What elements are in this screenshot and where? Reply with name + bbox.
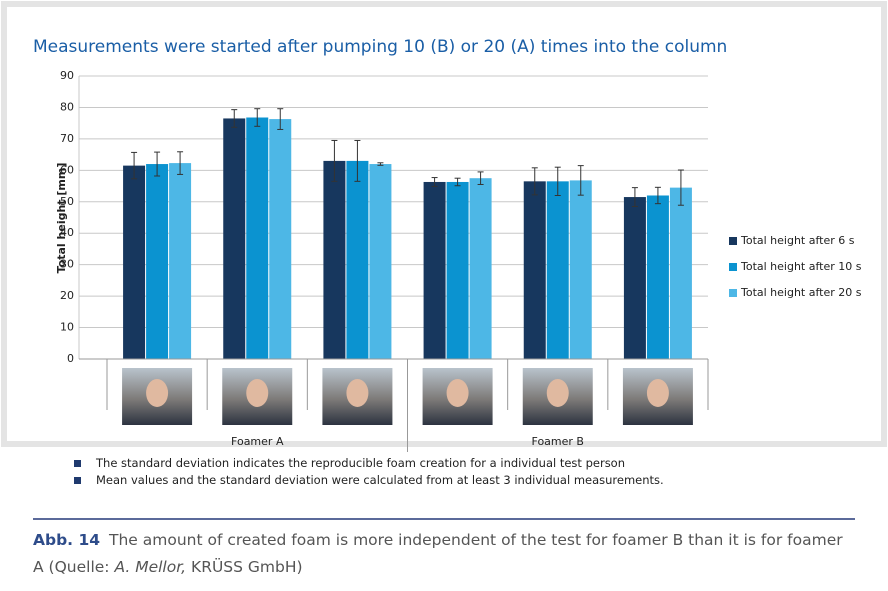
legend-swatch bbox=[729, 289, 737, 297]
y-tick-label: 60 bbox=[60, 163, 74, 176]
legend-swatch bbox=[729, 237, 737, 245]
bar bbox=[547, 181, 569, 359]
photo-face bbox=[647, 379, 669, 407]
note: The standard deviation indicates the rep… bbox=[96, 456, 625, 470]
bar bbox=[323, 161, 345, 359]
bar bbox=[369, 164, 391, 359]
photo-face bbox=[447, 379, 469, 407]
y-tick-label: 80 bbox=[60, 100, 74, 113]
bar bbox=[123, 166, 145, 359]
photo-face bbox=[246, 379, 268, 407]
note: Mean values and the standard deviation w… bbox=[96, 473, 664, 487]
bar bbox=[146, 164, 168, 359]
photo-face bbox=[146, 379, 168, 407]
y-tick-label: 30 bbox=[60, 258, 74, 271]
y-tick-label: 0 bbox=[67, 352, 74, 365]
photo-face bbox=[346, 379, 368, 407]
bar bbox=[447, 182, 469, 359]
caption-source: KRÜSS GmbH) bbox=[191, 558, 303, 576]
bar bbox=[424, 182, 446, 359]
bar bbox=[624, 197, 646, 359]
bar bbox=[570, 180, 592, 359]
legend-label: Total height after 6 s bbox=[740, 234, 855, 247]
photo-face bbox=[547, 379, 569, 407]
bar bbox=[223, 118, 245, 359]
legend-label: Total height after 20 s bbox=[740, 286, 862, 299]
chart: Measurements were started after pumping … bbox=[0, 0, 888, 591]
bar bbox=[647, 195, 669, 359]
y-tick-label: 20 bbox=[60, 289, 74, 302]
caption: Abb. 14 The amount of created foam is mo… bbox=[33, 527, 853, 581]
group-label: Foamer B bbox=[532, 435, 584, 448]
y-tick-label: 40 bbox=[60, 226, 74, 239]
chart-title: Measurements were started after pumping … bbox=[33, 37, 727, 57]
bar bbox=[269, 119, 291, 359]
y-tick-label: 10 bbox=[60, 321, 74, 334]
bar bbox=[670, 188, 692, 359]
page: Measurements were started after pumping … bbox=[0, 0, 888, 591]
group-label: Foamer A bbox=[231, 435, 284, 448]
bar bbox=[470, 178, 492, 359]
bar bbox=[246, 118, 268, 359]
caption-author: A. Mellor, bbox=[114, 558, 186, 576]
y-tick-label: 50 bbox=[60, 195, 74, 208]
caption-label: Abb. 14 bbox=[33, 531, 100, 549]
y-tick-label: 70 bbox=[60, 132, 74, 145]
legend-swatch bbox=[729, 263, 737, 271]
y-tick-label: 90 bbox=[60, 69, 74, 82]
bar bbox=[169, 163, 191, 359]
bar bbox=[524, 181, 546, 359]
legend-label: Total height after 10 s bbox=[740, 260, 862, 273]
bar bbox=[346, 161, 368, 359]
